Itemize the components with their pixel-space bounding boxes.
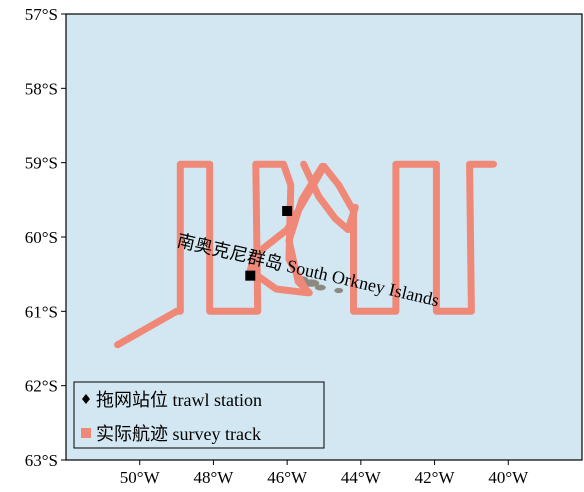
legend: 拖网站位 trawl station 实际航迹 survey track bbox=[73, 381, 325, 449]
y-tick-label: 59°S bbox=[25, 154, 58, 173]
legend-station-label: 拖网站位 trawl station bbox=[96, 390, 262, 410]
x-tick-label: 42°W bbox=[415, 468, 456, 487]
trawl-station-marker-icon bbox=[82, 394, 90, 404]
axis-ticks-layer: 50°W 48°W 46°W 44°W 42°W 40°W 57°S 58°S 59°S 60°S… bbox=[25, 5, 529, 487]
y-tick-label: 63°S bbox=[25, 451, 58, 470]
y-tick-label: 62°S bbox=[25, 377, 58, 396]
survey-track bbox=[114, 160, 497, 349]
survey-track-layer bbox=[114, 160, 497, 349]
legend-box bbox=[73, 381, 325, 449]
y-tick-label: 57°S bbox=[25, 5, 58, 24]
y-tick-label: 58°S bbox=[25, 79, 58, 98]
x-tick-label: 44°W bbox=[341, 468, 382, 487]
x-tick-label: 50°W bbox=[120, 468, 161, 487]
y-tick-label: 61°S bbox=[25, 302, 58, 321]
trawl-stations-layer bbox=[245, 205, 293, 281]
y-tick-label: 60°S bbox=[25, 228, 58, 247]
island-3 bbox=[314, 284, 326, 291]
x-tick-label: 40°W bbox=[488, 468, 529, 487]
trawl-station-1 bbox=[282, 205, 293, 216]
survey-track-segment-3 bbox=[285, 162, 326, 297]
legend-track-label: 实际航迹 survey track bbox=[96, 424, 261, 444]
x-tick-label: 46°W bbox=[267, 468, 308, 487]
trawl-station-2 bbox=[245, 270, 256, 281]
survey-track-swatch-icon bbox=[81, 428, 91, 438]
island-4 bbox=[334, 287, 344, 294]
x-tick-label: 48°W bbox=[194, 468, 235, 487]
